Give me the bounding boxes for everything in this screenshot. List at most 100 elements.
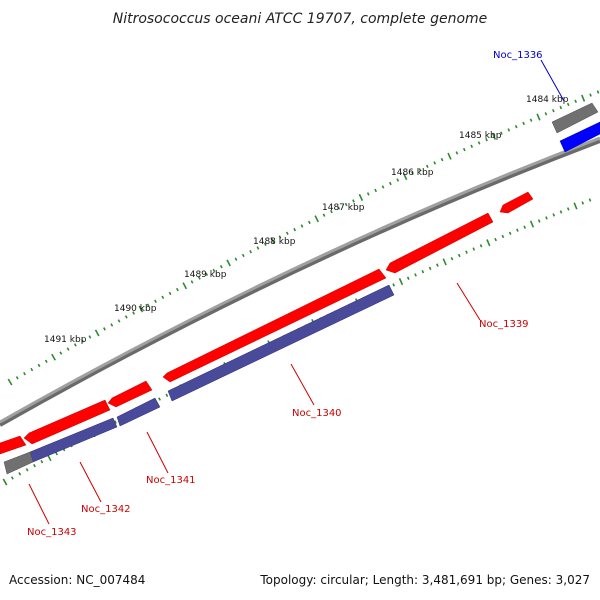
outer-ruler-minor-tick [433, 161, 437, 165]
tick-label-1491: 1491 kbp [44, 335, 87, 345]
cds-feature-noc-1340[interactable] [162, 268, 387, 383]
outer-ruler-minor-tick [103, 327, 106, 331]
inner-ruler-minor-tick [392, 283, 396, 287]
inner-ruler-minor-tick [508, 231, 512, 236]
inner-ruler-minor-tick [158, 397, 161, 401]
inner-ruler-major-tick [2, 478, 8, 486]
tick-label-1488: 1488 kbp [253, 237, 296, 247]
outer-ruler-minor-tick [146, 303, 150, 307]
outer-ruler-minor-tick [411, 171, 414, 175]
outer-ruler-minor-tick [197, 276, 201, 280]
gray-feature-noc-1336[interactable] [551, 102, 599, 134]
inner-ruler-minor-tick [18, 472, 22, 476]
outer-ruler-major-tick [270, 237, 275, 245]
tick-label-1490: 1490 kbp [114, 304, 157, 314]
inner-ruler-minor-tick [450, 256, 454, 261]
outer-ruler-minor-tick [73, 343, 77, 347]
leader-line-noc-1343 [28, 483, 50, 525]
gene-feature-noc-1341[interactable] [116, 397, 161, 427]
outer-ruler-major-tick [51, 353, 56, 361]
outer-ruler-minor-tick [507, 128, 511, 132]
outer-ruler-minor-tick [470, 144, 474, 148]
inner-ruler-minor-tick [457, 253, 461, 258]
outer-ruler-minor-tick [278, 235, 282, 239]
inner-ruler-minor-tick [33, 464, 36, 468]
outer-ruler-minor-tick [88, 335, 92, 339]
leader-line-noc-1341 [146, 431, 169, 474]
outer-ruler-minor-tick [117, 319, 121, 323]
outer-ruler-minor-tick [462, 147, 466, 152]
outer-ruler-minor-tick [455, 151, 459, 155]
outer-ruler-major-tick [226, 259, 231, 267]
gene-label-noc-1340[interactable]: Noc_1340 [292, 408, 342, 419]
outer-ruler-minor-tick [381, 185, 385, 189]
outer-ruler-minor-tick [168, 291, 172, 296]
outer-ruler-minor-tick [374, 188, 377, 193]
outer-ruler-minor-tick [337, 206, 341, 210]
tick-labels: 1484 kbp 1485 kbp 1486 kbp 1487 kbp 1488… [44, 95, 569, 345]
outer-ruler-minor-tick [418, 168, 422, 172]
blue-feature-noc-1336[interactable] [559, 121, 600, 153]
gene-label-noc-1341[interactable]: Noc_1341 [146, 475, 196, 486]
gene-label-noc-1336[interactable]: Noc_1336 [493, 50, 543, 61]
outer-ruler-major-tick [314, 215, 319, 223]
outer-ruler-major-tick [94, 329, 100, 337]
inner-ruler-minor-tick [552, 213, 556, 217]
tick-label-1486: 1486 kbp [391, 168, 434, 178]
cds-feature-noc-1341[interactable] [107, 380, 153, 408]
cds-feature-noc-1338[interactable] [499, 191, 534, 214]
outer-ruler-minor-tick [574, 99, 577, 103]
cds-feature-noc-1343[interactable] [0, 435, 27, 455]
outer-ruler-minor-tick [544, 112, 548, 116]
inner-ruler-major-tick [442, 258, 447, 266]
genome-backbone-shadow [0, 139, 600, 427]
outer-ruler-minor-tick [132, 311, 136, 315]
outer-ruler-minor-tick [154, 299, 157, 303]
outer-ruler-minor-tick [241, 253, 245, 258]
outer-ruler-minor-tick [81, 339, 85, 343]
outer-ruler-minor-tick [285, 231, 289, 235]
outer-ruler-minor-tick [485, 137, 488, 142]
outer-ruler-minor-tick [263, 242, 267, 246]
outer-ruler-minor-tick [559, 105, 563, 110]
outer-ruler-minor-tick [293, 227, 297, 232]
outer-ruler-minor-tick [366, 192, 370, 196]
gene-label-noc-1342[interactable]: Noc_1342 [81, 504, 131, 515]
outer-ruler-minor-tick [212, 268, 216, 273]
outer-ruler-minor-tick [500, 131, 503, 135]
inner-ruler [2, 198, 592, 486]
inner-ruler-minor-tick [479, 244, 483, 248]
outer-ruler-minor-tick [330, 209, 333, 214]
outer-ruler-major-tick [7, 378, 13, 386]
outer-ruler-major-tick [536, 113, 541, 121]
inner-ruler-minor-tick [406, 276, 410, 280]
gene-feature-noc-1343[interactable] [3, 451, 34, 475]
outer-ruler-minor-tick [596, 90, 600, 94]
cds-feature-noc-1339[interactable] [385, 212, 494, 274]
outer-ruler-minor-tick [124, 315, 128, 319]
outer-ruler-minor-tick [589, 93, 592, 97]
leader-line-noc-1336 [540, 59, 565, 102]
outer-ruler-minor-tick [66, 347, 70, 351]
outer-ruler-major-tick [402, 173, 408, 181]
tick-label-1485: 1485 kbp [459, 131, 502, 141]
inner-ruler-minor-tick [55, 451, 59, 456]
gene-label-noc-1339[interactable]: Noc_1339 [479, 319, 529, 330]
inner-ruler-minor-tick [472, 247, 476, 251]
inner-ruler-major-tick [573, 202, 578, 210]
inner-ruler-minor-tick [523, 225, 527, 229]
outer-ruler-minor-tick [389, 181, 392, 186]
outer-ruler-minor-tick [205, 272, 209, 276]
inner-ruler-minor-tick [25, 468, 29, 472]
outer-ruler-major-tick [581, 94, 586, 102]
accession-text: Accession: NC_007484 [9, 573, 146, 587]
inner-ruler-minor-tick [414, 273, 417, 277]
outer-ruler-minor-tick [552, 109, 555, 113]
cds-feature-noc-1342[interactable] [23, 399, 111, 445]
outer-ruler-minor-tick [322, 213, 326, 217]
outer-ruler-minor-tick [176, 287, 179, 292]
gene-label-noc-1343[interactable]: Noc_1343 [27, 527, 77, 538]
inner-ruler-minor-tick [566, 207, 570, 211]
gene-feature-noc-1340[interactable] [167, 284, 395, 402]
